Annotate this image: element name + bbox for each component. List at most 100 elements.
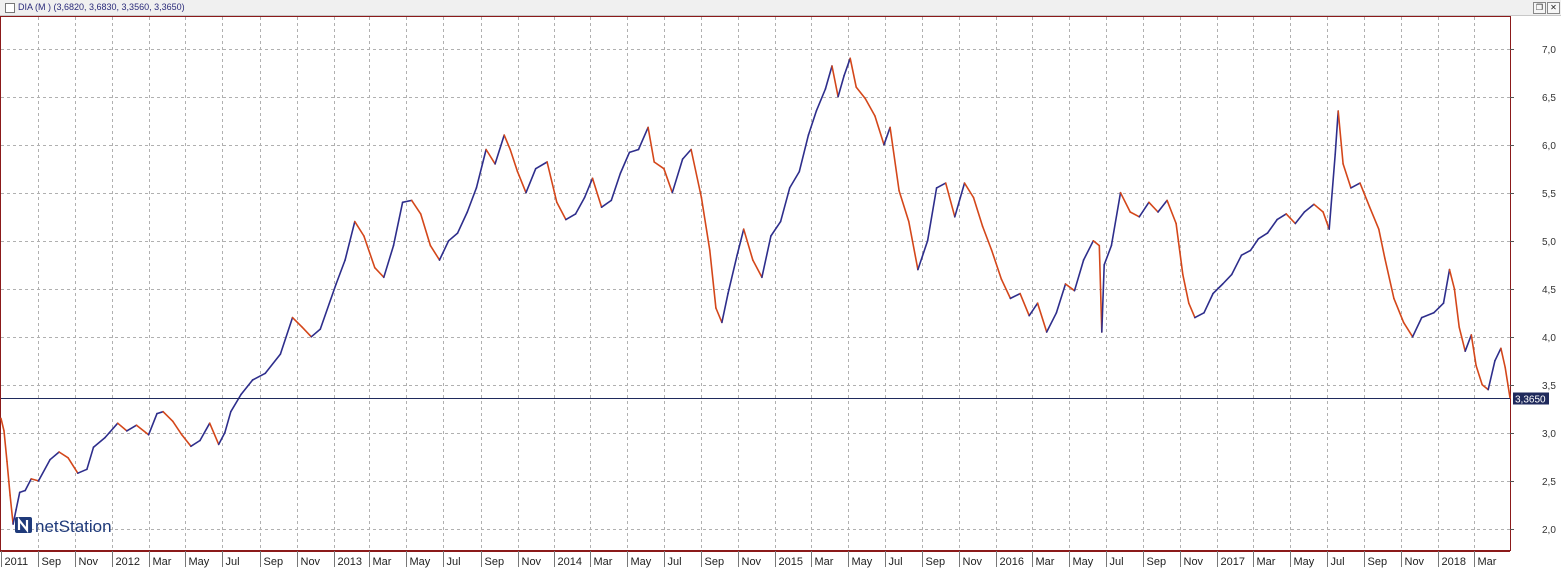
price-segment [663,167,674,194]
price-segment [1494,347,1502,362]
x-tick-label: Sep [705,556,725,568]
price-segment [1129,211,1141,218]
price-segment [637,126,649,151]
x-tick-label: 2013 [338,556,362,568]
x-tick-label: Sep [926,556,946,568]
x-tick-label: Jul [668,556,682,568]
price-segment [37,458,51,482]
x-tick-label: May [189,556,210,568]
price-segment [628,148,640,154]
price-segment [1448,268,1456,290]
price-segment [963,182,975,199]
price-segment [77,468,88,475]
x-tick-label: Mar [153,556,172,568]
price-segment [647,126,656,163]
price-segment [1322,211,1330,230]
price-segment [1028,302,1039,317]
price-segment [86,446,95,471]
x-tick-label: 2016 [1000,556,1024,568]
price-segment [224,410,232,434]
brand-name: netStation [35,517,112,536]
price-segment [898,190,910,223]
last-price-label: 3,3650 [1515,395,1546,406]
grid-layer [1,17,1510,550]
y-tick-label: 3,0 [1542,429,1556,440]
price-segment [1194,311,1205,319]
price-segment [610,172,622,202]
price-segment [1337,110,1344,165]
x-tick-label: Mar [1036,556,1055,568]
x-tick-label: Jul [226,556,240,568]
price-segment [3,430,8,463]
price-segment [990,249,1003,281]
x-tick-label: Mar [1478,556,1497,568]
price-segment [181,433,192,448]
price-segment [12,508,17,525]
price-segment [944,182,956,218]
price-segment [721,292,729,324]
price-segment [1433,302,1445,314]
price-segment [583,177,594,199]
price-segment [147,412,158,436]
restore-icon[interactable]: ❐ [1533,2,1546,14]
y-tick-label: 4,0 [1542,333,1556,344]
window-icon [5,3,15,13]
y-tick-label: 4,5 [1542,285,1556,296]
price-segment [15,491,21,511]
price-segment [917,240,929,271]
price-segment [555,201,567,221]
price-segment [1393,297,1405,324]
y-tick-label: 5,0 [1542,237,1556,248]
x-tick-label: Jul [1110,556,1124,568]
x-tick-label: May [852,556,873,568]
price-segment [824,65,833,90]
price-segment [815,88,827,112]
price-segment [1442,268,1451,305]
price-segment [373,266,385,279]
price-segment [715,307,723,324]
price-segment [1103,244,1113,266]
price-segment [1350,182,1361,189]
price-segment [742,228,754,261]
x-tick-label: Jul [889,556,903,568]
price-segment [18,489,27,494]
close-icon[interactable]: ✕ [1547,2,1560,14]
price-segment [788,170,801,189]
price-segment [1036,302,1048,333]
price-segment [301,326,313,338]
x-tick-label: 2012 [116,556,140,568]
price-segment [1276,213,1287,221]
price-segment [619,151,631,175]
y-tick-label: 7,0 [1542,45,1556,56]
x-tick-label: Nov [742,556,762,568]
price-segment [6,460,11,497]
price-segment [1231,254,1243,276]
price-segment [156,410,164,415]
price-segment [935,182,947,189]
price-segment [953,182,966,218]
price-segment [1285,213,1297,225]
x-tick-label: Nov [301,556,321,568]
price-segment [565,213,577,221]
price-segment [708,249,717,309]
y-tick-label: 3,5 [1542,381,1556,392]
price-segment [1475,364,1483,386]
price-segment [981,225,993,252]
last-price-badge [1513,392,1549,405]
price-segment [353,220,365,237]
price-segment [190,439,201,448]
x-tick-label: Sep [485,556,505,568]
price-segment [1487,359,1496,391]
price-segment [363,235,376,269]
y-axis: 2,0 2,5 3,0 3,5 4,0 4,5 5,0 5,5 6,0 6,5 7,0 [1510,45,1556,536]
x-tick-label: 2011 [5,556,29,568]
price-segment [770,220,782,237]
price-segment [1384,257,1395,300]
price-segment [1082,240,1095,261]
price-segment [1000,278,1012,300]
x-tick-label: Nov [963,556,983,568]
price-segment [736,228,745,256]
price-segment [1458,326,1466,353]
x-tick-label: Mar [1257,556,1276,568]
